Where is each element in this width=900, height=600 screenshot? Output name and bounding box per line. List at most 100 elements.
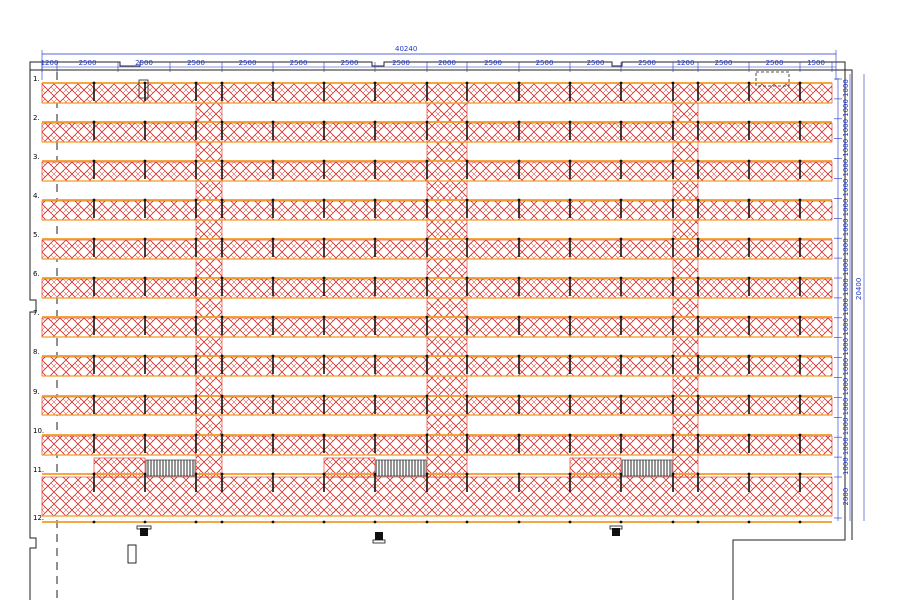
segment-dimension-label: 1500 bbox=[807, 59, 825, 67]
post-node bbox=[322, 198, 326, 202]
post-node bbox=[92, 394, 96, 398]
post-node bbox=[747, 198, 751, 202]
post-node bbox=[747, 159, 751, 163]
post-node bbox=[619, 394, 623, 398]
segment-dimension-label: 2500 bbox=[715, 59, 733, 67]
post-node bbox=[143, 433, 147, 437]
post-node bbox=[220, 433, 224, 437]
post-node bbox=[425, 354, 429, 358]
hatched-column bbox=[426, 102, 468, 478]
row-label: 12. bbox=[33, 514, 44, 522]
post-node bbox=[568, 198, 572, 202]
row-labels: 1. 2. 3. 4. 5. 6. 7. 8. 9. 10. 11. 12. bbox=[33, 75, 44, 522]
post-node bbox=[747, 394, 751, 398]
row-label: 4. bbox=[33, 192, 40, 200]
post-node bbox=[322, 472, 326, 476]
post-node bbox=[373, 354, 377, 358]
post-node bbox=[517, 81, 521, 85]
post-node bbox=[671, 276, 675, 280]
segment-dimension-label: 2500 bbox=[79, 59, 97, 67]
segment-dimension-label: 2500 bbox=[135, 59, 153, 67]
post-node bbox=[425, 159, 429, 163]
post-node bbox=[747, 433, 751, 437]
corner-detail bbox=[755, 71, 790, 87]
post-node bbox=[92, 315, 96, 319]
segment-dimension-label: 2000 bbox=[438, 59, 456, 67]
row-label: 5. bbox=[33, 231, 40, 239]
post-node bbox=[619, 520, 623, 524]
post-node bbox=[92, 237, 96, 241]
support-posts bbox=[92, 81, 802, 524]
post-node bbox=[194, 354, 198, 358]
post-node bbox=[92, 159, 96, 163]
post-node bbox=[220, 520, 224, 524]
post-node bbox=[373, 472, 377, 476]
post-node bbox=[568, 394, 572, 398]
post-node bbox=[194, 159, 198, 163]
post-node bbox=[798, 520, 802, 524]
post-node bbox=[671, 315, 675, 319]
post-node bbox=[322, 433, 326, 437]
row-dimension-label: 1000 bbox=[842, 437, 850, 455]
post-node bbox=[568, 315, 572, 319]
post-node bbox=[517, 520, 521, 524]
post-node bbox=[220, 159, 224, 163]
post-node bbox=[517, 120, 521, 124]
row-dimension-label: 1000 bbox=[842, 199, 850, 217]
row-dimension-label: 1000 bbox=[842, 139, 850, 157]
post-node bbox=[798, 276, 802, 280]
segment-dimension-label: 2500 bbox=[766, 59, 784, 67]
row-dimension-label: 1000 bbox=[842, 358, 850, 376]
segment-dimension-label: 2500 bbox=[484, 59, 502, 67]
post-node bbox=[798, 472, 802, 476]
post-node bbox=[220, 315, 224, 319]
post-node bbox=[747, 276, 751, 280]
post-node bbox=[696, 354, 700, 358]
row-label: 3. bbox=[33, 153, 40, 161]
post-node bbox=[517, 237, 521, 241]
post-node bbox=[373, 120, 377, 124]
post-node bbox=[671, 198, 675, 202]
post-node bbox=[425, 276, 429, 280]
post-node bbox=[517, 354, 521, 358]
post-node bbox=[465, 276, 469, 280]
post-node bbox=[747, 120, 751, 124]
post-node bbox=[271, 81, 275, 85]
row-dimension-label: 1000 bbox=[842, 238, 850, 256]
post-node bbox=[143, 198, 147, 202]
post-node bbox=[465, 159, 469, 163]
post-node bbox=[322, 120, 326, 124]
post-node bbox=[696, 472, 700, 476]
post-node bbox=[143, 394, 147, 398]
post-node bbox=[568, 276, 572, 280]
post-node bbox=[568, 81, 572, 85]
post-node bbox=[619, 237, 623, 241]
post-node bbox=[517, 472, 521, 476]
segment-dimension-label: 1200 bbox=[41, 59, 59, 67]
post-node bbox=[220, 198, 224, 202]
post-node bbox=[568, 433, 572, 437]
post-node bbox=[194, 120, 198, 124]
post-node bbox=[425, 81, 429, 85]
post-node bbox=[143, 81, 147, 85]
post-node bbox=[619, 276, 623, 280]
post-node bbox=[220, 237, 224, 241]
post-node bbox=[425, 120, 429, 124]
post-node bbox=[798, 198, 802, 202]
post-node bbox=[696, 276, 700, 280]
post-node bbox=[373, 237, 377, 241]
post-node bbox=[92, 354, 96, 358]
bottom-fixtures bbox=[127, 525, 623, 564]
post-node bbox=[373, 315, 377, 319]
segment-dimension-label: 2500 bbox=[239, 59, 257, 67]
post-node bbox=[271, 354, 275, 358]
post-node bbox=[373, 394, 377, 398]
post-node bbox=[747, 237, 751, 241]
post-node bbox=[194, 276, 198, 280]
post-node bbox=[517, 276, 521, 280]
post-node bbox=[92, 198, 96, 202]
hatched-bay bbox=[323, 457, 376, 478]
post-node bbox=[619, 315, 623, 319]
row-dimension-label: 1000 bbox=[842, 298, 850, 316]
